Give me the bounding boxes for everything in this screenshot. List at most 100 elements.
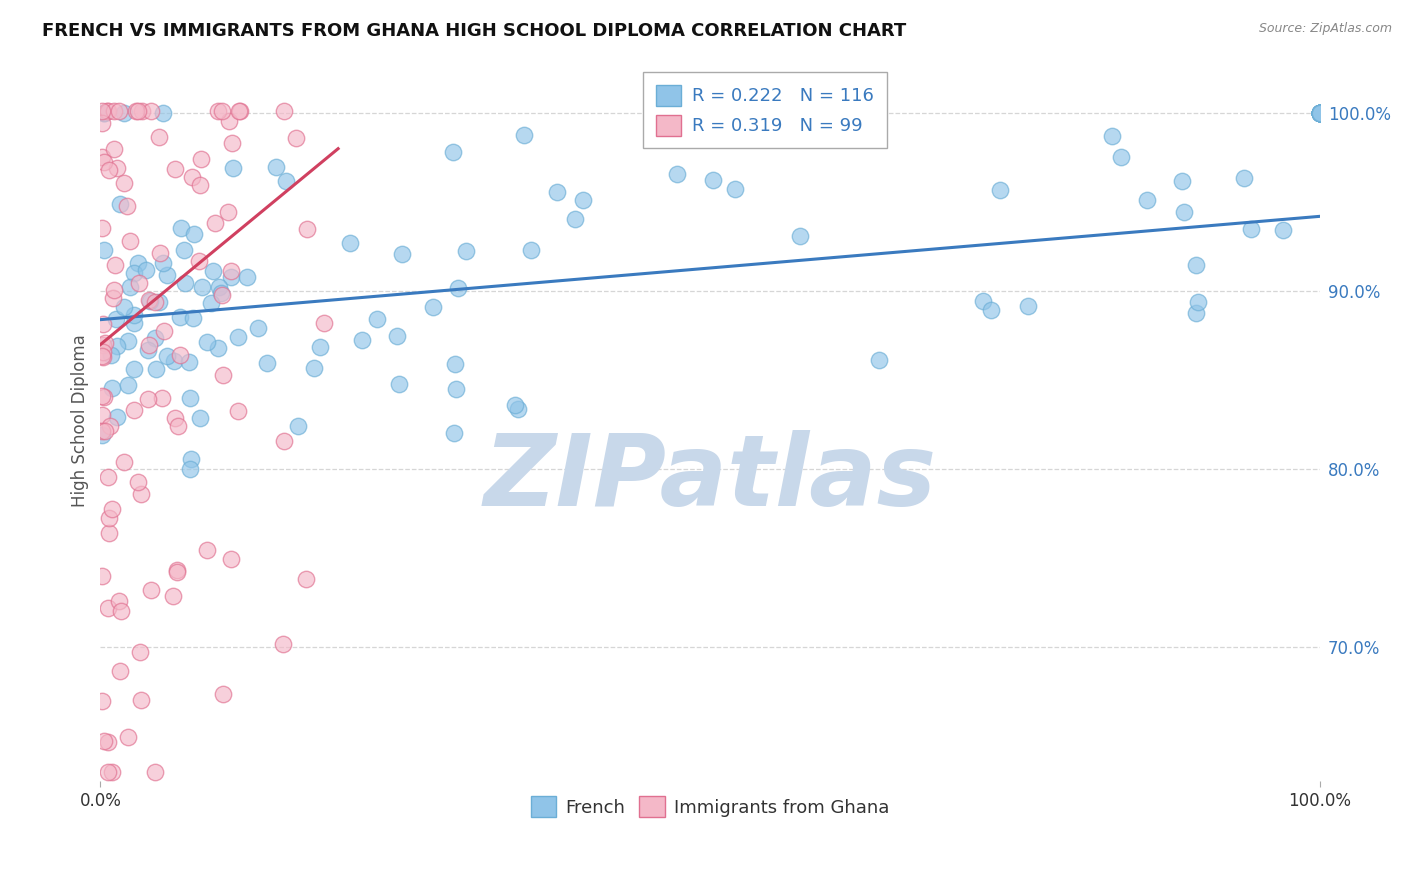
Point: [388, 377, 411, 392]
Point: [138, 293, 160, 308]
Point: [141, 104, 163, 119]
Point: [228, 104, 250, 119]
Point: [163, 162, 186, 177]
Point: [91, 338, 114, 352]
Point: [366, 311, 388, 326]
Point: [127, 104, 149, 119]
Point: [90, 221, 112, 235]
Point: [115, 199, 138, 213]
Point: [148, 129, 170, 144]
Point: [724, 182, 747, 196]
Point: [97, 511, 120, 525]
Point: [179, 461, 201, 475]
Point: [97, 526, 120, 541]
Point: [93, 106, 115, 120]
Point: [207, 104, 229, 119]
Point: [163, 411, 186, 425]
Point: [1309, 106, 1331, 120]
Point: [101, 381, 124, 395]
Point: [546, 185, 568, 199]
Point: [1173, 205, 1195, 219]
Point: [988, 183, 1011, 197]
Point: [97, 601, 120, 615]
Point: [564, 211, 586, 226]
Point: [112, 300, 135, 314]
Point: [446, 382, 468, 396]
Point: [112, 106, 135, 120]
Point: [247, 321, 270, 335]
Point: [150, 391, 173, 405]
Point: [103, 291, 125, 305]
Point: [287, 419, 309, 434]
Point: [503, 398, 526, 412]
Point: [1309, 106, 1331, 120]
Point: [101, 765, 124, 780]
Point: [93, 155, 115, 169]
Point: [117, 378, 139, 392]
Point: [789, 229, 811, 244]
Point: [285, 131, 308, 145]
Point: [156, 268, 179, 282]
Point: [520, 243, 543, 257]
Point: [179, 392, 201, 406]
Point: [117, 334, 139, 349]
Point: [108, 104, 131, 119]
Point: [94, 424, 117, 438]
Point: [229, 104, 252, 119]
Point: [167, 418, 190, 433]
Point: [211, 288, 233, 302]
Point: [441, 145, 464, 160]
Point: [1136, 193, 1159, 207]
Point: [391, 247, 413, 261]
Point: [152, 256, 174, 270]
Point: [665, 167, 688, 181]
Point: [114, 176, 136, 190]
Point: [221, 136, 243, 151]
Point: [139, 583, 162, 598]
Point: [972, 293, 994, 308]
Point: [138, 338, 160, 352]
Point: [143, 765, 166, 780]
Point: [118, 235, 141, 249]
Point: [190, 152, 212, 166]
Point: [90, 150, 112, 164]
Point: [422, 300, 444, 314]
Point: [1271, 223, 1294, 237]
Point: [454, 244, 477, 258]
Point: [90, 104, 112, 119]
Point: [308, 340, 330, 354]
Point: [180, 451, 202, 466]
Point: [1309, 106, 1331, 120]
Point: [103, 104, 125, 119]
Point: [148, 295, 170, 310]
Point: [105, 410, 128, 425]
Point: [103, 258, 125, 272]
Point: [180, 169, 202, 184]
Point: [98, 162, 121, 177]
Point: [256, 355, 278, 369]
Point: [122, 316, 145, 330]
Point: [183, 227, 205, 242]
Point: [103, 283, 125, 297]
Point: [91, 116, 114, 130]
Point: [90, 424, 112, 438]
Point: [385, 328, 408, 343]
Point: [127, 475, 149, 489]
Point: [513, 128, 536, 142]
Point: [572, 193, 595, 207]
Point: [90, 408, 112, 422]
Point: [118, 280, 141, 294]
Point: [1171, 174, 1194, 188]
Point: [90, 428, 112, 442]
Point: [91, 389, 114, 403]
Point: [1233, 170, 1256, 185]
Point: [173, 243, 195, 257]
Point: [93, 733, 115, 747]
Point: [98, 419, 121, 434]
Point: [188, 178, 211, 192]
Point: [294, 572, 316, 586]
Point: [211, 104, 233, 119]
Point: [128, 276, 150, 290]
Point: [702, 173, 724, 187]
Point: [204, 215, 226, 229]
